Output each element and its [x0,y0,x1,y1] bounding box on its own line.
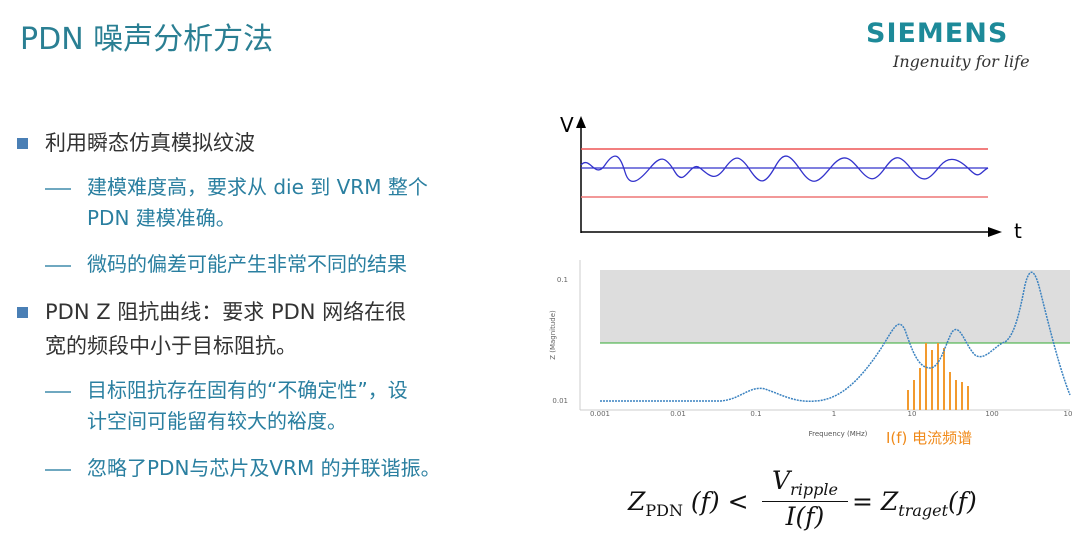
impedance-curve [600,271,1071,403]
text: PDN 建模准确。 [87,206,236,230]
text: 忽略了PDN与芯片及VRM 的并联谐振。 [87,456,441,480]
dash [45,391,71,393]
subscript: ripple [790,480,838,499]
bullet: 利用瞬态仿真模拟纹波 [45,126,255,160]
text: 目标阻抗存在固有的“不确定性”，设 [87,378,408,402]
spectrum-bars [907,343,969,410]
x-tick-label: 100 [985,410,998,418]
impedance-plot: Z (Magnitude) 0.1 0.01 0.001 0.01 0.1 1 … [549,260,1072,447]
x-tick-label: 10 [908,410,917,418]
tagline: Ingenuity for life [893,52,1030,71]
fraction: Vripple I(f) [762,466,848,531]
logo: SIEMENS [866,18,1009,49]
dash [45,469,71,471]
title: PDN 噪声分析方法 [20,22,274,57]
symbol: V [772,466,791,495]
y-tick-label: 0.01 [552,397,568,405]
symbol: (f) [948,487,977,516]
text: 计空间可能留有较大的裕度。 [87,409,347,433]
formula: ZPDN (f) < [628,487,749,520]
x-tick-label: 10 [1064,410,1073,418]
ripple-curve [580,155,989,183]
symbol: I(f) [785,502,825,531]
text: 建模难度高，要求从 die 到 VRM 整个 [87,175,428,199]
text: PDN Z 阻抗曲线：要求 PDN 网络在很 [45,300,407,324]
dash [45,265,71,267]
y-label: Z (Magnitude) [549,310,557,360]
denominator: I(f) [762,502,848,531]
x-tick-label: 1 [832,410,836,418]
sub-bullet: 忽略了PDN与芯片及VRM 的并联谐振。 [87,453,441,484]
sub-bullet: 目标阻抗存在固有的“不确定性”，设 计空间可能留有较大的裕度。 [87,375,408,437]
figures: V t Z (Magnitude) 0.1 0.01 0.001 0.01 0.… [549,113,1072,447]
x-tick-label: 0.1 [750,410,761,418]
sub-bullet: 建模难度高，要求从 die 到 VRM 整个 PDN 建模准确。 [87,172,428,234]
symbol: = Z [852,487,899,516]
text: 宽的频段中小于目标阻抗。 [45,334,297,358]
subscript: traget [898,501,949,520]
numerator: Vripple [762,466,848,502]
bullet-marker [17,307,28,318]
arrow [576,116,586,128]
text: 利用瞬态仿真模拟纹波 [45,131,255,155]
x-tick-label: 0.01 [670,410,686,418]
arrow [988,227,1002,237]
subscript: PDN [645,501,683,520]
formula: = Ztraget(f) [852,487,977,520]
y-tick-label: 0.1 [557,276,568,284]
ripple-sketch: V t [560,113,1022,243]
y-label: V [560,113,574,137]
symbol: (f) < [690,487,749,516]
sub-bullet: 微码的偏差可能产生非常不同的结果 [87,249,407,280]
x-label: Frequency (MHz) [809,430,868,438]
spectrum-label: I(f) 电流频谱 [886,429,972,447]
dash [45,188,71,190]
bullet-marker [17,138,28,149]
forbidden-area [600,270,1070,343]
bullet: PDN Z 阻抗曲线：要求 PDN 网络在很 宽的频段中小于目标阻抗。 [45,295,406,363]
text: 微码的偏差可能产生非常不同的结果 [87,252,407,276]
symbol: Z [628,487,646,516]
x-label: t [1014,219,1022,243]
x-tick-label: 0.001 [590,410,610,418]
